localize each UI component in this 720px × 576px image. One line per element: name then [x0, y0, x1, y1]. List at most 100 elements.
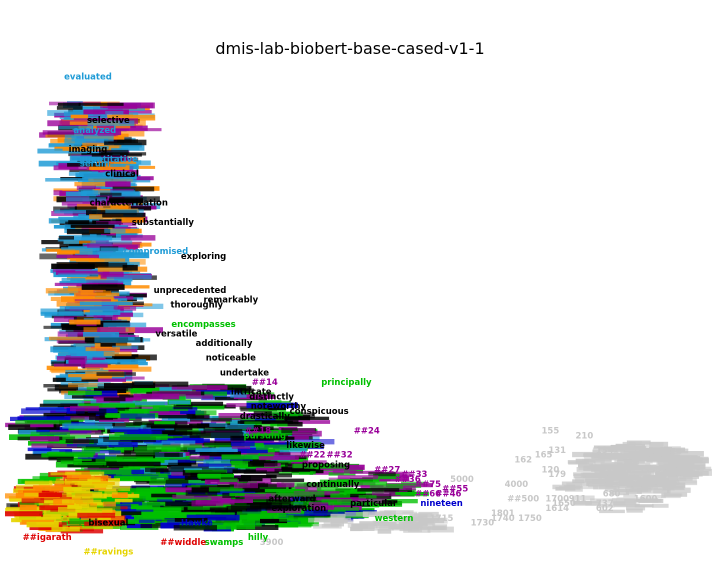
- word-label: ##36: [395, 475, 421, 485]
- word-label: 1614: [545, 504, 569, 514]
- clutter-mark: [102, 501, 116, 507]
- clutter-mark: [54, 282, 99, 286]
- word-label: ##66: [415, 490, 441, 500]
- clutter-mark: [43, 509, 81, 516]
- word-label: pursuing: [244, 431, 287, 441]
- clutter-mark: [138, 517, 155, 523]
- clutter-mark: [33, 485, 72, 491]
- clutter-mark: [31, 443, 87, 448]
- clutter-mark: [65, 191, 87, 198]
- word-label: 155: [542, 426, 560, 436]
- clutter-mark: [85, 347, 120, 352]
- word-label: distinctly: [249, 393, 294, 403]
- clutter-mark: [45, 178, 94, 182]
- clutter-mark: [94, 337, 141, 343]
- clutter-mark: [252, 462, 278, 466]
- word-label: ##32: [327, 451, 353, 461]
- clutter-mark: [77, 262, 128, 268]
- word-label: afterward: [268, 494, 315, 504]
- clutter-mark: [552, 484, 576, 490]
- clutter-mark: [152, 433, 199, 439]
- clutter-mark: [43, 514, 61, 519]
- word-label: proposing: [302, 460, 350, 470]
- clutter-mark: [80, 290, 112, 296]
- clutter-mark: [408, 527, 422, 533]
- clutter-mark: [99, 417, 130, 422]
- clutter-mark: [591, 467, 620, 472]
- clutter-mark: [605, 482, 618, 489]
- clutter-mark: [189, 455, 210, 460]
- clutter-mark: [249, 514, 273, 520]
- clutter-mark: [58, 250, 80, 254]
- clutter-mark: [608, 472, 628, 478]
- word-label: 162: [514, 456, 532, 466]
- clutter-mark: [622, 472, 648, 476]
- clutter-mark: [59, 306, 114, 310]
- clutter-mark: [39, 476, 60, 482]
- clutter-mark: [65, 479, 93, 485]
- clutter-mark: [330, 493, 351, 498]
- word-label: continually: [306, 480, 360, 490]
- clutter-mark: [67, 464, 108, 468]
- clutter-mark: [258, 456, 299, 461]
- clutter-mark: [100, 342, 128, 347]
- word-label: ##14: [252, 378, 278, 388]
- clutter-mark: [150, 468, 169, 473]
- clutter-mark: [328, 501, 374, 506]
- clutter-mark: [409, 514, 428, 520]
- clutter-mark: [308, 502, 335, 508]
- clutter-mark: [282, 420, 331, 424]
- clutter-mark: [69, 526, 113, 530]
- clutter-mark: [279, 446, 307, 453]
- clutter-mark: [55, 375, 77, 379]
- word-label: versatile: [155, 330, 197, 340]
- clutter-mark: [289, 442, 322, 448]
- clutter-mark: [623, 493, 637, 498]
- clutter-mark: [256, 426, 274, 432]
- clutter-mark: [627, 466, 647, 473]
- clutter-mark: [87, 426, 143, 430]
- clutter-mark: [233, 483, 258, 489]
- clutter-mark: [172, 405, 225, 410]
- clutter-mark: [61, 201, 96, 206]
- word-label: ##igarath: [23, 533, 72, 543]
- clutter-mark: [105, 209, 144, 215]
- word-label: 911: [569, 494, 587, 504]
- clutter-mark: [151, 430, 188, 436]
- clutter-mark: [108, 464, 129, 468]
- clutter-mark: [100, 366, 152, 372]
- clutter-mark: [240, 474, 277, 479]
- clutter-mark: [58, 216, 85, 220]
- clutter-mark: [301, 495, 318, 502]
- clutter-mark: [65, 471, 105, 476]
- clutter-mark: [53, 346, 91, 353]
- clutter-mark: [113, 296, 134, 300]
- word-label: noteworthy: [251, 402, 307, 412]
- clutter-mark: [121, 216, 146, 223]
- clutter-mark: [667, 474, 693, 481]
- clutter-mark: [53, 188, 80, 192]
- clutter-mark: [286, 436, 309, 440]
- clutter-mark: [66, 474, 92, 479]
- clutter-mark: [87, 243, 140, 248]
- clutter-mark: [88, 146, 109, 150]
- clutter-mark: [688, 471, 709, 476]
- clutter-mark: [236, 525, 279, 530]
- clutter-mark: [314, 517, 344, 521]
- clutter-mark: [358, 495, 377, 499]
- clutter-mark: [110, 163, 126, 167]
- word-label: exploration: [271, 504, 326, 514]
- clutter-mark: [61, 247, 93, 251]
- word-label: ##ravings: [83, 548, 133, 558]
- clutter-mark: [200, 485, 231, 489]
- clutter-mark: [70, 224, 115, 228]
- clutter-mark: [112, 191, 141, 197]
- clutter-mark: [81, 447, 100, 453]
- clutter-mark: [198, 473, 221, 479]
- clutter-mark: [28, 441, 77, 446]
- clutter-mark: [646, 467, 659, 473]
- word-label: bisexual: [88, 519, 128, 529]
- clutter-mark: [304, 510, 356, 516]
- clutter-mark: [134, 515, 165, 520]
